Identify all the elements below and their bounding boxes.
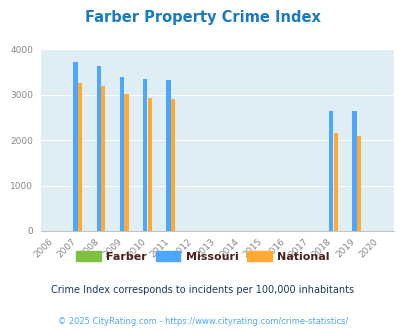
Bar: [352, 111, 356, 231]
Bar: [124, 93, 128, 231]
Bar: [101, 86, 105, 231]
Bar: [356, 136, 360, 231]
Bar: [171, 99, 175, 231]
Text: Crime Index corresponds to incidents per 100,000 inhabitants: Crime Index corresponds to incidents per…: [51, 285, 354, 295]
Text: Farber Property Crime Index: Farber Property Crime Index: [85, 10, 320, 25]
Bar: [328, 111, 333, 231]
Bar: [119, 77, 124, 231]
Bar: [143, 79, 147, 231]
Bar: [147, 98, 151, 231]
Bar: [73, 62, 77, 231]
Bar: [333, 133, 337, 231]
Legend: Farber, Missouri, National: Farber, Missouri, National: [72, 248, 333, 266]
Bar: [96, 66, 101, 231]
Text: © 2025 CityRating.com - https://www.cityrating.com/crime-statistics/: © 2025 CityRating.com - https://www.city…: [58, 317, 347, 326]
Bar: [166, 80, 170, 231]
Bar: [78, 82, 82, 231]
